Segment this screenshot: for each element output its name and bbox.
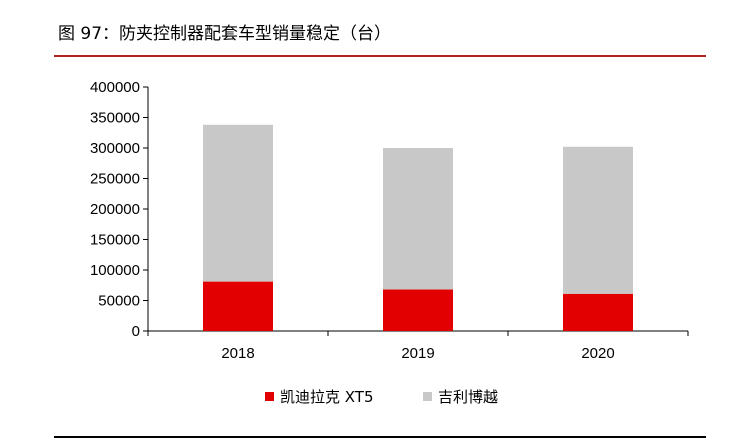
bar-segment [203, 281, 273, 331]
title-divider [54, 55, 706, 57]
x-tick-label: 2019 [401, 345, 434, 362]
legend-swatch [265, 392, 274, 401]
legend-label: 凯迪拉克 XT5 [280, 388, 374, 406]
bar-segment [563, 146, 633, 294]
bar-segment [563, 293, 633, 331]
y-tick-label: 250000 [90, 171, 140, 188]
y-tick-label: 150000 [90, 232, 140, 249]
bar-segment [203, 124, 273, 282]
bottom-divider [54, 436, 706, 438]
y-tick-label: 100000 [90, 262, 140, 279]
legend-label: 吉利博越 [438, 388, 498, 406]
bar-segment [383, 148, 453, 290]
y-tick-label: 300000 [90, 140, 140, 157]
y-tick-label: 50000 [98, 293, 140, 310]
y-tick-label: 200000 [90, 201, 140, 218]
y-tick-label: 400000 [90, 79, 140, 96]
figure-title: 图 97：防夹控制器配套车型销量稳定（台） [58, 24, 392, 44]
y-tick-label: 350000 [90, 110, 140, 127]
bar-segment [383, 289, 453, 331]
x-tick-label: 2020 [581, 345, 614, 362]
y-tick-label: 0 [132, 323, 140, 340]
x-tick-label: 2018 [221, 345, 254, 362]
legend-swatch [423, 392, 432, 401]
